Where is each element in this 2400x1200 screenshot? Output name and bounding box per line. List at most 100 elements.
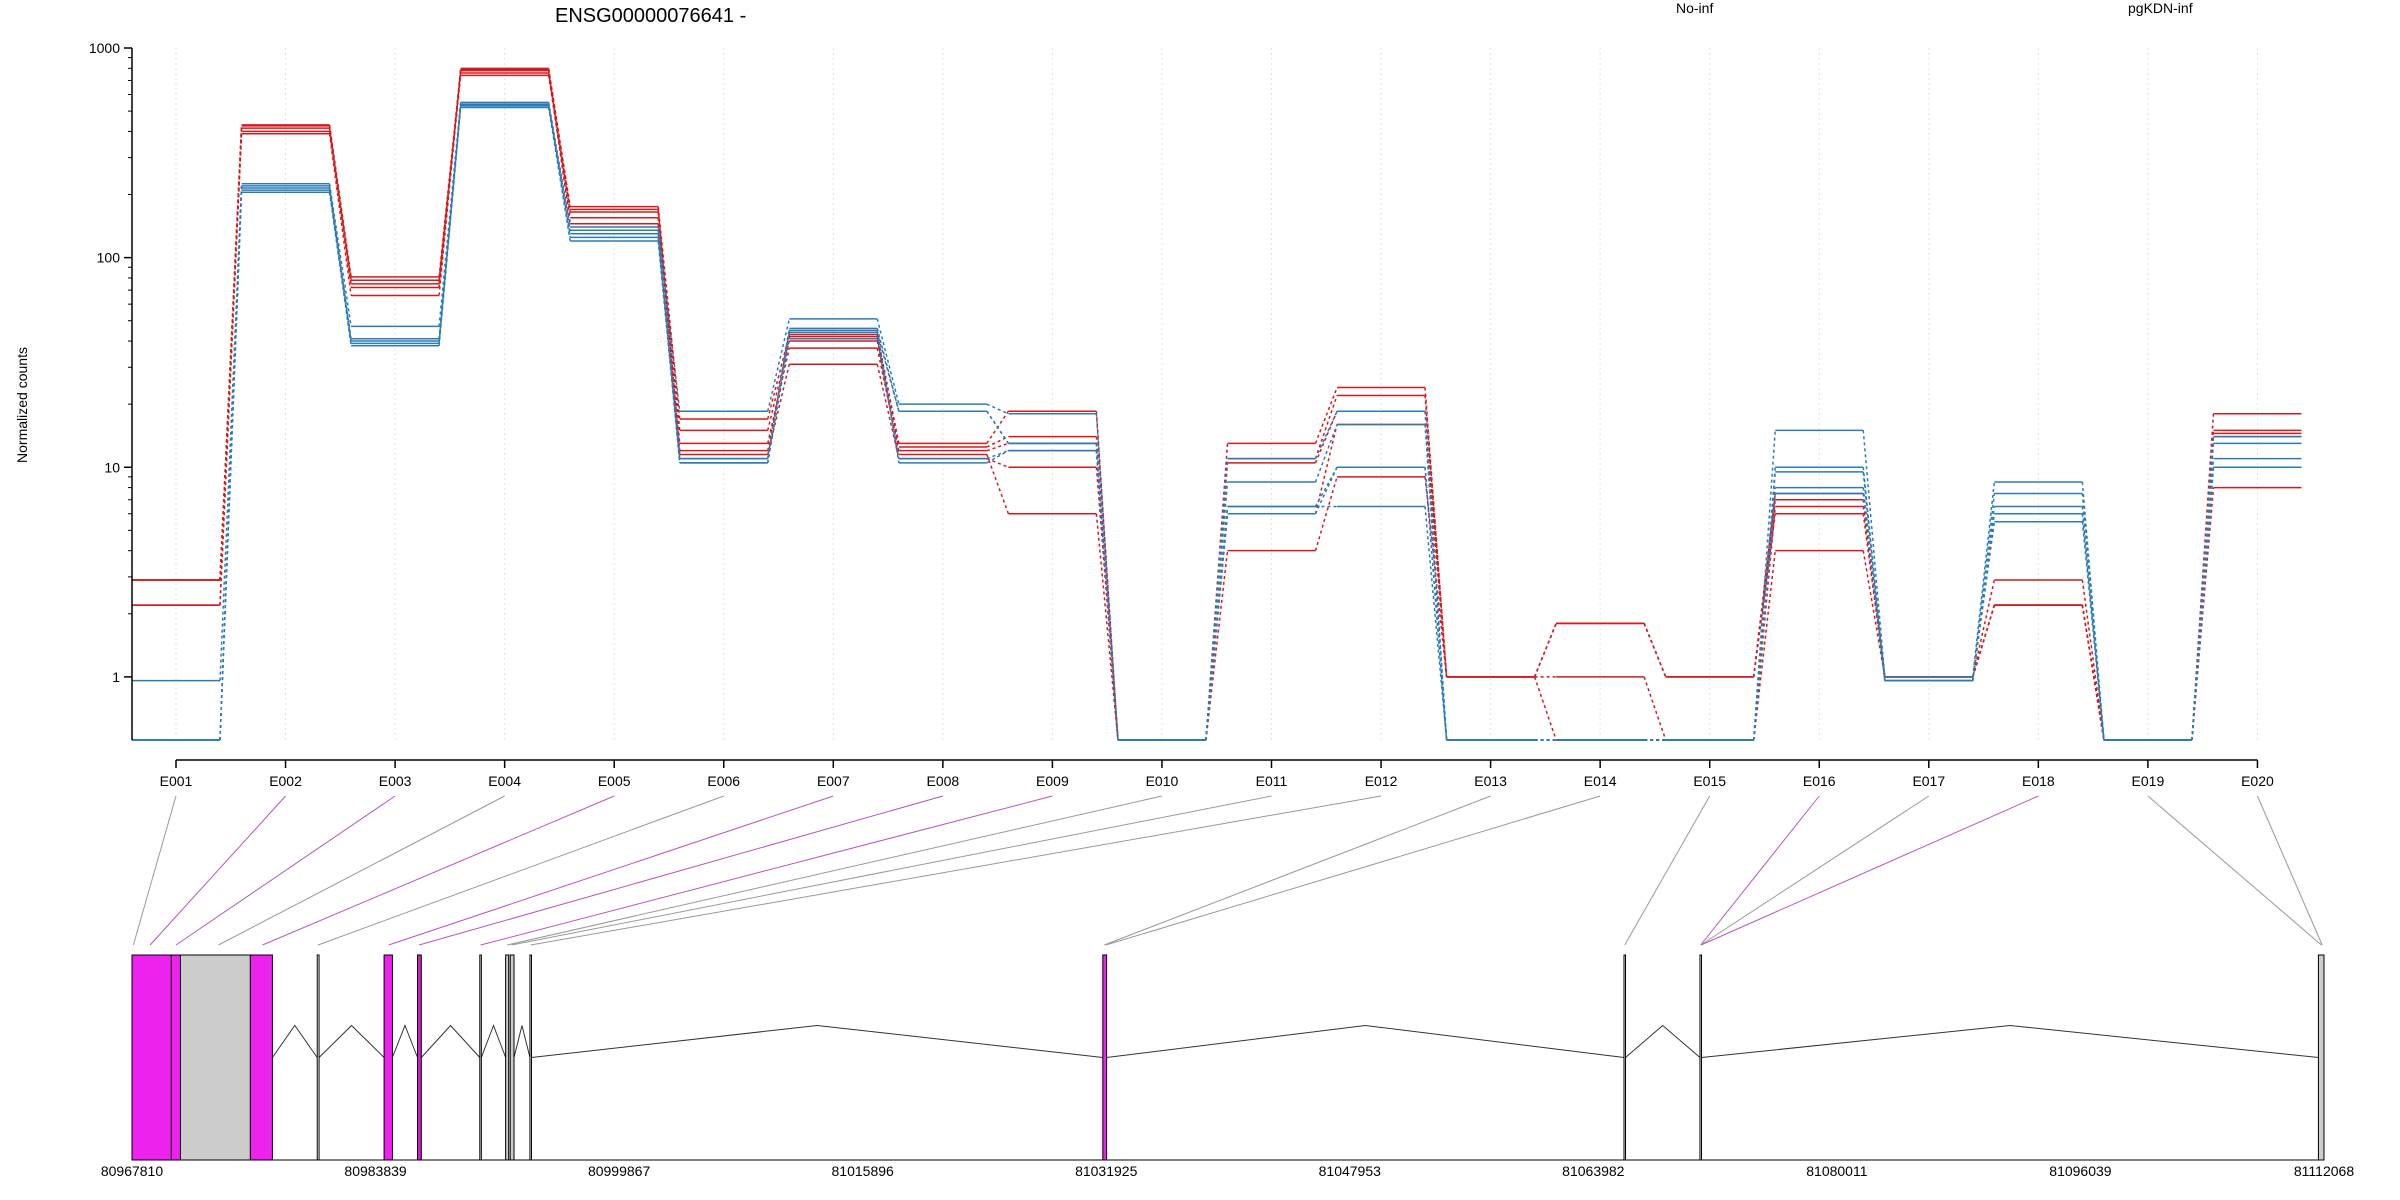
series-connector <box>876 332 900 412</box>
exon-bin-15 <box>2317 954 2325 1161</box>
genomic-coordinate-80999867: 80999867 <box>588 1163 651 1179</box>
series-connector <box>1972 481 1996 677</box>
x-tick-label-E014: E014 <box>1584 773 1617 789</box>
series-connector <box>438 104 462 344</box>
series-connector <box>767 330 791 463</box>
series-connector <box>986 457 1009 468</box>
x-tick-label-E010: E010 <box>1146 773 1179 789</box>
exon-bin-7 <box>417 954 422 1161</box>
series-connector <box>1314 410 1338 459</box>
legend-pgkdn-inf: pgKDN-inf <box>2128 0 2193 16</box>
genomic-coordinate-81047953: 81047953 <box>1319 1163 1382 1179</box>
bin-link-E002 <box>149 795 286 946</box>
x-tick-label-E012: E012 <box>1365 773 1398 789</box>
exon-bin-4 <box>249 954 273 1161</box>
intron-line <box>420 1024 481 1058</box>
x-tick-label-E011: E011 <box>1256 773 1288 789</box>
genomic-coordinate-81031925: 81031925 <box>1075 1163 1138 1179</box>
series-connector <box>657 226 681 412</box>
x-tick-label-E017: E017 <box>1912 773 1945 789</box>
bin-link-E015 <box>1624 795 1711 946</box>
genomic-coordinate-80983839: 80983839 <box>344 1163 407 1179</box>
y-tick-label-1: 1 <box>112 669 120 685</box>
bin-link-E016 <box>1700 795 1820 946</box>
series-connector <box>1862 471 1886 681</box>
x-tick-label-E006: E006 <box>707 773 740 789</box>
y-axis-label: Normalized counts <box>14 347 30 463</box>
series-connector <box>1752 467 1776 741</box>
x-tick-label-E008: E008 <box>926 773 959 789</box>
series-connector <box>219 190 243 741</box>
series-connector <box>876 334 900 444</box>
series-connector <box>328 127 352 281</box>
series-connector <box>1533 676 1557 741</box>
x-tick-label-E001: E001 <box>160 773 193 789</box>
series-connector <box>986 442 1009 452</box>
series-connector <box>1205 458 1229 741</box>
series-connector <box>876 330 900 463</box>
series-connector <box>1752 493 1776 741</box>
series-connector <box>219 192 243 741</box>
series-connector <box>328 192 352 346</box>
series-connector <box>219 133 243 606</box>
series-connector <box>2191 430 2215 741</box>
intron-line <box>318 1024 385 1058</box>
series-connector <box>219 125 243 580</box>
series-No-inf-3 <box>132 74 2302 741</box>
gene-model: 80967810 80983839 80999867 81015896 81031925… <box>101 954 2354 1179</box>
series-connector <box>876 338 900 459</box>
bin-link-E005 <box>262 795 615 946</box>
exon-bin-11 <box>529 954 532 1161</box>
series-connector <box>2191 467 2215 741</box>
legend-no-inf: No-inf <box>1676 0 1713 16</box>
exon-bin-1 <box>131 954 172 1161</box>
genomic-coordinate-81112068: 81112068 <box>2294 1163 2354 1179</box>
series-connector <box>1972 604 1996 678</box>
intron-line <box>391 1024 418 1058</box>
bin-link-E007 <box>388 795 834 946</box>
series-connector <box>986 410 1010 444</box>
series-connector <box>1862 493 1886 681</box>
series-connector <box>1972 506 1996 681</box>
exon-bin-9 <box>505 954 510 1161</box>
series-connector <box>1972 521 1996 681</box>
x-tick-label-E018: E018 <box>2022 773 2055 789</box>
bin-link-E011 <box>511 795 1272 946</box>
series-connector <box>1095 513 1119 741</box>
series-connector <box>657 211 681 431</box>
series-connector <box>1643 623 1667 678</box>
bin-link-E017 <box>1700 795 1930 946</box>
bin-link-E003 <box>175 795 396 946</box>
series-connector <box>328 187 352 339</box>
intron-line <box>531 1024 1103 1058</box>
y-tick-label-100: 100 <box>97 250 121 266</box>
intron-line <box>1625 1024 1701 1058</box>
grid-lines <box>175 48 2258 740</box>
bin-link-E013 <box>1104 795 1491 946</box>
series-connector <box>1752 506 1776 741</box>
series-No-inf-4 <box>132 69 2302 741</box>
series-connector <box>438 68 462 288</box>
series-connector <box>2191 467 2215 741</box>
series-pgKDN-inf-10 <box>132 104 2302 741</box>
series-connector <box>1972 579 1996 678</box>
series-connector <box>1314 424 1338 483</box>
x-tick-label-E016: E016 <box>1803 773 1836 789</box>
exon-bin-8 <box>479 954 482 1161</box>
series-connector <box>657 230 681 463</box>
x-tick-label-E009: E009 <box>1036 773 1069 789</box>
bin-link-E012 <box>530 795 1382 946</box>
series-connector <box>876 318 900 405</box>
x-axis: E001 E002 E003 E004 E005 E006 E007 E008 E009 E010… <box>160 759 2274 789</box>
exon-bin-14 <box>1699 954 1702 1161</box>
series-lines <box>132 67 2302 741</box>
series-connector <box>328 189 352 344</box>
x-tick-label-E002: E002 <box>269 773 302 789</box>
intron-line <box>480 1024 507 1058</box>
intron-line <box>513 1025 531 1058</box>
series-connector <box>1862 430 1886 677</box>
series-No-inf-2 <box>132 72 2302 741</box>
bin-link-E019 <box>2147 795 2322 946</box>
bin-links <box>132 795 2323 946</box>
